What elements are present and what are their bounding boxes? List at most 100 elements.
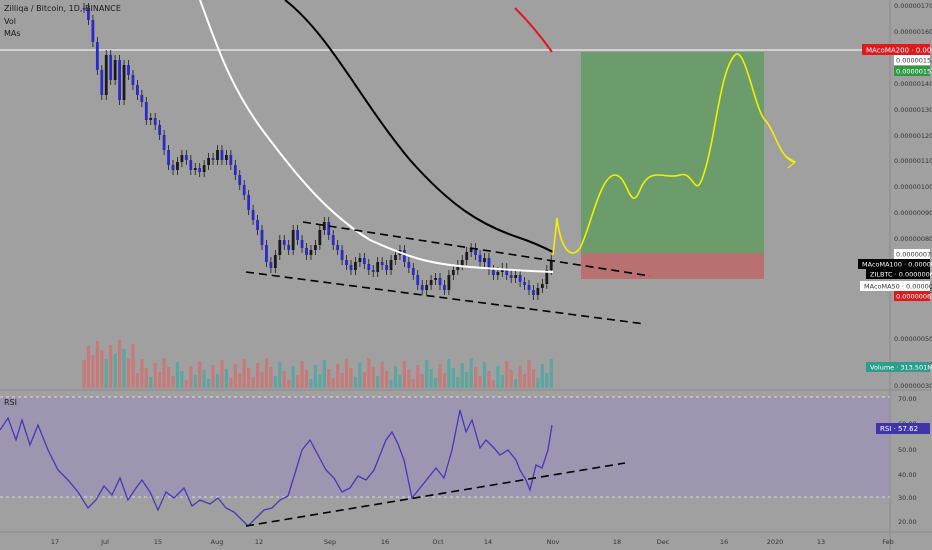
candle-body (109, 55, 113, 80)
volume-bar (91, 355, 95, 388)
candle-body (256, 220, 259, 230)
volume-bar (229, 378, 233, 388)
volume-bar (104, 359, 108, 388)
candle-body (184, 155, 188, 160)
volume-bar (411, 379, 415, 388)
target-zone (581, 52, 764, 253)
candle-body (474, 248, 477, 255)
candle-body (362, 258, 366, 264)
candle-body (425, 285, 429, 290)
candle-body (273, 255, 277, 268)
volume-bar (344, 359, 349, 388)
candle-body (247, 195, 251, 210)
candle-body (345, 260, 348, 265)
volume-bar (438, 364, 442, 388)
candle-body (527, 285, 531, 290)
candle-body (536, 288, 540, 295)
volume-bar (336, 364, 340, 388)
volume-bar (349, 368, 353, 388)
volume-bar (385, 371, 389, 388)
chart-title: Zilliqa / Bitcoin, 1D, BINANCE (4, 4, 121, 13)
volume-bar (420, 374, 424, 388)
candle-body (314, 245, 317, 250)
candle-body (260, 230, 264, 245)
price-tick-label: 0.00000130 (894, 106, 932, 114)
volume-bar (264, 358, 269, 388)
volume-bar (211, 365, 215, 388)
ma-indicator-label[interactable]: MAs (4, 29, 21, 38)
volume-bar (296, 375, 300, 388)
volume-bar (389, 380, 393, 388)
candle-body (354, 262, 357, 270)
volume-bar (456, 377, 460, 388)
volume-bar (509, 370, 513, 388)
wedge-upper-line (302, 221, 651, 277)
candle-body (265, 245, 268, 262)
candle-body (336, 245, 340, 250)
time-tick-label: 15 (154, 538, 162, 546)
price-tick-label: 0.00000160 (894, 28, 932, 36)
volume-bar (269, 367, 273, 388)
candle-body (514, 275, 518, 278)
candle-body (509, 275, 513, 278)
projection-arrow-head (786, 156, 797, 169)
candle-body (104, 55, 108, 95)
volume-bar (251, 377, 255, 388)
candle-body (282, 240, 286, 245)
volume-bar (478, 376, 482, 388)
volume-bar (304, 370, 309, 388)
volume-bar (362, 372, 366, 388)
candle-body (540, 284, 544, 288)
candle-body (371, 270, 375, 272)
projection-path (552, 53, 796, 256)
volume-bar (100, 350, 104, 388)
candle-body (198, 168, 202, 172)
ma200-tag: MAcoMA200 · 0.00000153 (862, 44, 932, 55)
time-tick-label: 13 (817, 538, 825, 546)
rsi-indicator-label[interactable]: RSI (4, 398, 17, 407)
candle-body (389, 260, 393, 270)
candle-body (171, 165, 175, 170)
ma50-tag: MAcoMA50 · 0.00000065 (860, 281, 932, 291)
volume-bar (416, 365, 420, 388)
volume-bar (429, 369, 433, 388)
candle-body (496, 272, 500, 275)
volume-bar (491, 380, 495, 388)
volume-bar (549, 359, 553, 388)
volume-bar (322, 360, 326, 388)
candle-body (545, 270, 549, 284)
volume-bar (282, 371, 286, 388)
volume-bar (233, 364, 237, 388)
volume-bar (131, 344, 135, 388)
ma100-line (284, 0, 554, 253)
volume-tag-text: Volume · 313.501M (870, 364, 932, 372)
time-tick-label: 16 (381, 538, 389, 546)
price-tick-label: 0.00000120 (894, 132, 932, 140)
time-tick-label: 2020 (767, 538, 784, 546)
ma50-tag-text: MAcoMA50 · 0.00000065 (864, 283, 932, 291)
candle-body (518, 275, 522, 282)
volume-bar (175, 362, 180, 388)
volume-bar (358, 363, 362, 388)
volume-bar (425, 360, 429, 388)
price-tick-label: 0.00000080 (894, 235, 932, 243)
candle-body (416, 275, 420, 285)
volume-bar (402, 361, 406, 388)
volume-bar (189, 366, 193, 388)
candle-body (438, 278, 442, 285)
candle-body (532, 290, 535, 295)
price-tick-label: 0.00000170 (894, 2, 932, 10)
volume-bar (273, 376, 277, 388)
candle-body (162, 135, 166, 150)
volume-indicator-label[interactable]: Vol (4, 17, 16, 26)
ma200-line (514, 7, 553, 53)
candle-body (193, 168, 197, 170)
candle-body (296, 230, 299, 240)
candle-body (207, 158, 210, 165)
volume-bar (238, 373, 242, 388)
volume-bar (482, 362, 487, 388)
rsi-tag-text: RSI · 57.62 (880, 425, 918, 433)
candle-body (443, 285, 446, 290)
candle-body (291, 230, 295, 250)
